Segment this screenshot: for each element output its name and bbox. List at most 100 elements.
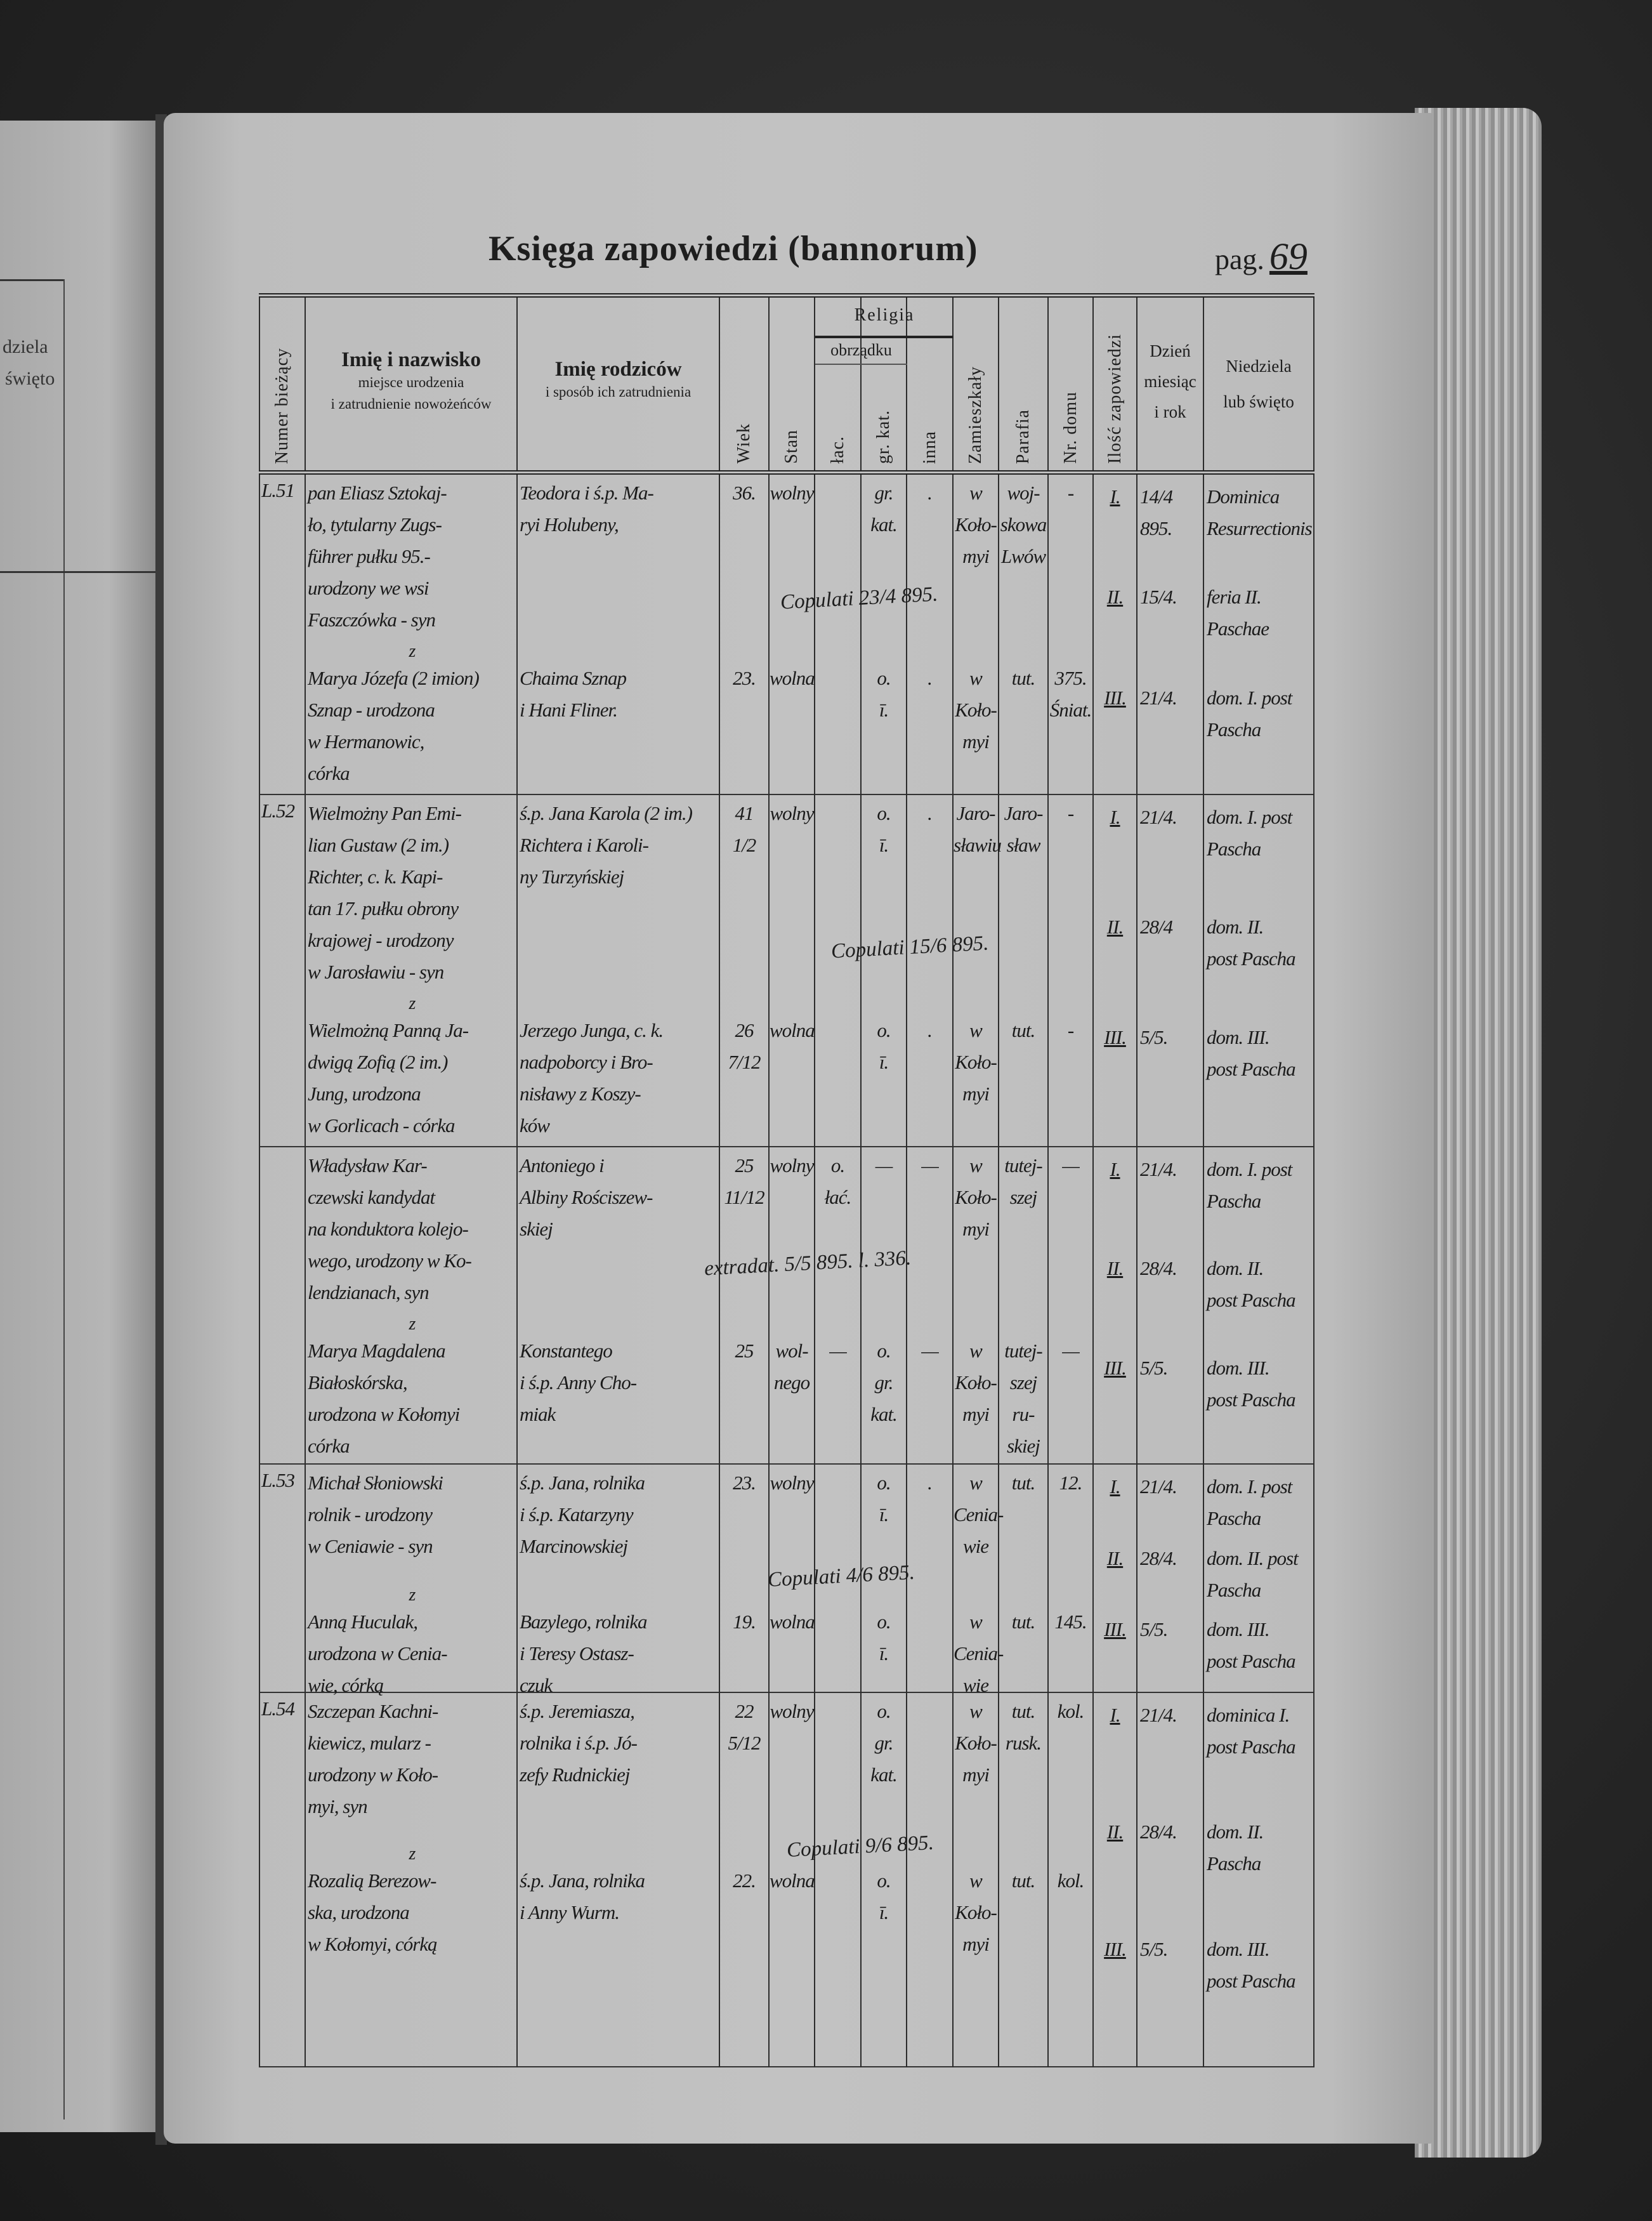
bride-age-line: 22. xyxy=(733,1869,756,1892)
groom-parents: ś.p. Jana, rolnika i ś.p. Katarzyny Marcin… xyxy=(520,1467,719,1562)
pag-label: pag. xyxy=(1215,243,1264,275)
groom-house-number-line: 12. xyxy=(1059,1471,1083,1494)
banns-sunday: feria II. Paschae xyxy=(1207,581,1313,645)
header-lac-label: łac. xyxy=(827,436,848,464)
banns-sunday-line: dom. II. xyxy=(1207,1256,1264,1279)
conjunction-z: z xyxy=(409,993,416,1013)
bride-rite-other-line: . xyxy=(928,1018,933,1041)
parents-cell: Antoniego i Albiny Rościszew-skiej Konstan… xyxy=(516,1146,720,1464)
groom-person-names: Michał Słoniowski rolnik - urodzony w Ceni… xyxy=(308,1467,516,1562)
groom-residence: w Cenia-wie xyxy=(954,1467,1004,1562)
groom-rite-greek-catholic-line: o. xyxy=(877,1471,891,1494)
person-names-cell: Wielmożny Pan Emi-lian Gustaw (2 im.) Ric… xyxy=(305,794,518,1147)
entry-number: L.52 xyxy=(261,799,295,822)
banns-sunday-line: dom. III. xyxy=(1207,1937,1270,1960)
groom-person-names-line: pan Eliasz Sztokaj- xyxy=(308,482,447,504)
bride-rite-other-line: . xyxy=(928,667,933,689)
bride-parish-line: tut. xyxy=(1011,1869,1035,1892)
bride-parents-line: nisławy z Koszy- xyxy=(520,1082,641,1105)
header-grkat: gr. kat. xyxy=(860,295,907,473)
bride-residence-line: myi xyxy=(962,730,990,753)
groom-parish-line: szej xyxy=(1009,1185,1038,1208)
banns-sunday-line: post Pascha xyxy=(1207,1388,1296,1411)
banns-date: 21/4. xyxy=(1140,687,1177,709)
entry-number: L.53 xyxy=(261,1468,295,1491)
rite-greek-catholic-cell: gr. kat. o. ī. xyxy=(860,472,907,794)
bride-house-number: kol. xyxy=(1049,1865,1092,1897)
groom-parents: Teodora i ś.p. Ma-ryi Holubeny, xyxy=(520,477,719,541)
bride-residence-line: Koło- xyxy=(955,1371,997,1394)
bride-parents-line: i Anny Wurm. xyxy=(520,1901,620,1923)
bride-age: 26 7/12 xyxy=(720,1015,768,1078)
bride-parish: tut. xyxy=(999,1015,1047,1046)
left-page-header-fragment: święto xyxy=(5,368,55,389)
entry-number-cell: L.51 Copulati 23/4 895. xyxy=(259,472,938,794)
groom-rite-latin-line: o. xyxy=(830,1154,845,1176)
groom-residence-line: w xyxy=(969,1471,983,1494)
bride-house-number-line: — xyxy=(1062,1339,1080,1362)
groom-house-number: - xyxy=(1049,477,1092,509)
groom-parish-line: woj- xyxy=(1007,482,1040,504)
groom-rite-other-line: . xyxy=(928,482,933,504)
banns-sunday-line: dominica I. xyxy=(1207,1703,1290,1726)
parents-cell: ś.p. Jeremiasza, rolnika i ś.p. Jó-zefy R… xyxy=(516,1692,720,2067)
rite-latin-cell xyxy=(814,1692,862,2067)
header-wiek: Wiek xyxy=(719,295,770,473)
groom-person-names-line: rolnik - urodzony xyxy=(308,1503,433,1526)
groom-marital-status-line: wolny xyxy=(770,1699,814,1722)
banns-sunday-line: Resurrectionis xyxy=(1207,517,1313,539)
bride-residence: w Koło-myi xyxy=(954,662,998,758)
groom-person-names: Szczepan Kachni-kiewicz, mularz - urodzon… xyxy=(308,1696,516,1822)
register-entry-row: L.53 Copulati 4/6 895. Michał Słoniowski ro… xyxy=(259,1463,1314,1696)
parish-cell: tutej-szej tutej-szej ru-skiej xyxy=(998,1146,1049,1464)
groom-house-number: - xyxy=(1049,798,1092,829)
banns-sunday-line: post Pascha xyxy=(1207,1735,1296,1758)
groom-residence-line: sławiu xyxy=(954,833,1002,856)
rite-latin-cell: o. łać. — xyxy=(814,1146,862,1464)
bride-person-names: z Marya Magdalena Białoskórska, urodzona w … xyxy=(308,1314,516,1462)
banns-register-table: Numer bieżący Imię i nazwisko miejsce ur… xyxy=(259,293,1314,2067)
bride-marital-status-line: wolna xyxy=(770,1018,815,1041)
bride-parish-line: tut. xyxy=(1011,667,1035,689)
bride-person-names: z Wielmożną Panną Ja-dwigą Zofią (2 im.) J… xyxy=(308,993,516,1142)
banns-date-cell: 21/4. 28/4. 5/5. xyxy=(1136,1692,1204,2067)
banns-date: 5/5. xyxy=(1140,1618,1168,1640)
header-stan: Stan xyxy=(768,295,815,473)
bride-marital-status-line: wolna xyxy=(770,1610,815,1633)
rite-other-cell: .. xyxy=(906,472,954,794)
left-page: dziela święto xyxy=(0,121,155,2132)
groom-house-number-line: kol. xyxy=(1057,1699,1085,1722)
bride-parents-line: Bazylego, rolnika xyxy=(520,1610,648,1633)
bride-age: 23. xyxy=(720,662,768,694)
banns-sunday-line: Pascha xyxy=(1207,1189,1261,1212)
bride-parents: Chaima Sznap i Hani Fliner. xyxy=(520,662,719,726)
groom-rite-other: . xyxy=(907,798,952,829)
bride-residence-line: Koło- xyxy=(955,699,997,721)
bride-rite-greek-catholic: o. ī. xyxy=(862,1015,906,1078)
groom-person-names-line: Władysław Kar- xyxy=(308,1154,428,1176)
banns-sunday-line: dom. II. xyxy=(1207,915,1264,938)
groom-rite-other-line: . xyxy=(928,801,933,824)
rite-greek-catholic-cell: o. ī. o. ī. xyxy=(860,794,907,1147)
age-cell: 41 1/2 26 7/12 xyxy=(719,794,770,1147)
groom-marital-status-line: wolny xyxy=(770,482,814,504)
groom-parents-line: ś.p. Jana, rolnika xyxy=(520,1471,645,1494)
banns-sunday-line: dom. II. post xyxy=(1207,1546,1299,1569)
groom-person-names-line: Michał Słoniowski xyxy=(308,1471,443,1494)
header-parafia-label: Parafia xyxy=(1013,409,1033,464)
groom-parish: woj-skowa Lwów xyxy=(999,477,1047,572)
groom-house-number-line: - xyxy=(1067,801,1074,824)
page-number-label: pag. 69 xyxy=(1215,235,1308,279)
bride-parents: ś.p. Jana, rolnika i Anny Wurm. xyxy=(520,1865,719,1928)
bride-parents-line: Konstantego xyxy=(520,1339,613,1362)
bride-person-names-line: w Gorlicach - córka xyxy=(308,1114,456,1137)
banns-date-cell: 14/4 895. 15/4. 21/4. xyxy=(1136,472,1204,794)
bride-rite-greek-catholic-line: o. xyxy=(877,667,891,689)
bride-rite-greek-catholic-line: o. xyxy=(877,1339,891,1362)
banns-sunday-line: dom. I. post xyxy=(1207,687,1292,709)
groom-person-names-line: Wielmożny Pan Emi- xyxy=(308,801,462,824)
groom-rite-greek-catholic: o. gr. kat. xyxy=(862,1696,906,1791)
bride-age-line: 7/12 xyxy=(728,1050,761,1073)
bride-rite-greek-catholic: o. ī. xyxy=(862,662,906,726)
groom-marital-status: wolny xyxy=(770,798,814,829)
